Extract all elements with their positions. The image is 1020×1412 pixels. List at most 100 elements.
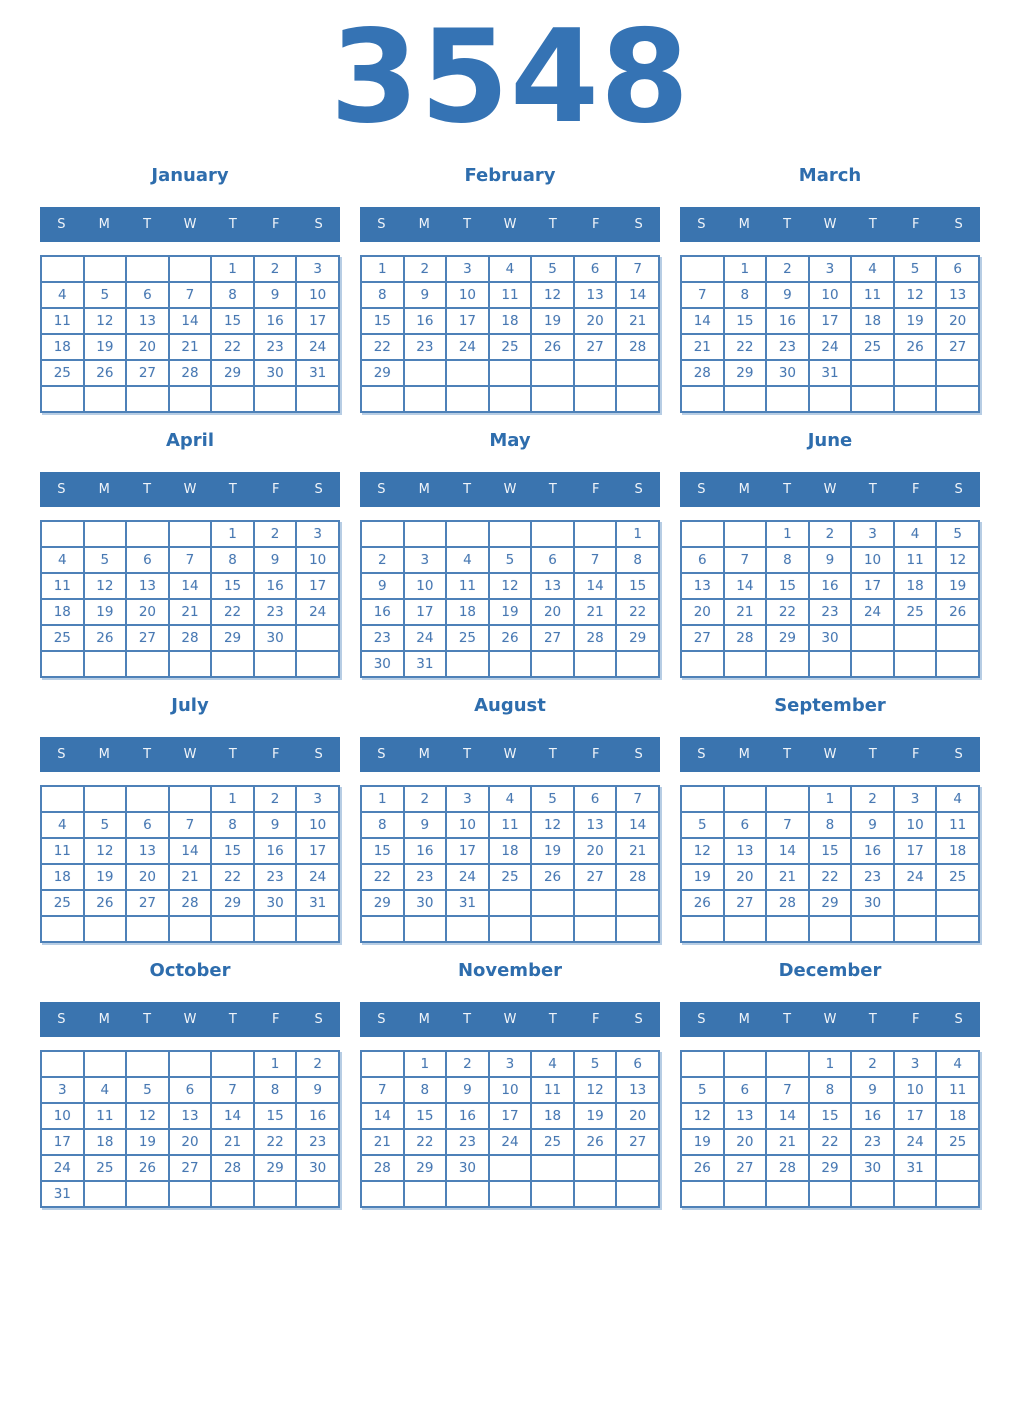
day-cell: 17 bbox=[850, 572, 895, 600]
day-cell: 16 bbox=[252, 307, 298, 335]
empty-day-cell bbox=[935, 1154, 980, 1182]
day-cell: 25 bbox=[40, 624, 85, 652]
empty-day-cell bbox=[572, 1180, 618, 1208]
day-cell: 10 bbox=[807, 281, 853, 309]
day-cell: 14 bbox=[765, 1102, 810, 1130]
week-row: 30 31 bbox=[360, 650, 660, 678]
week-row: 18 19 20 21 22 23 24 bbox=[40, 863, 340, 891]
empty-day-cell bbox=[167, 650, 213, 678]
day-cell: 30 bbox=[252, 359, 298, 387]
day-cell: 19 bbox=[82, 598, 128, 626]
empty-day-cell bbox=[765, 1050, 810, 1078]
empty-day-cell bbox=[445, 359, 490, 387]
day-cell: 11 bbox=[892, 546, 938, 574]
week-row: 20 21 22 23 24 25 26 bbox=[680, 598, 980, 626]
empty-day-cell bbox=[445, 1180, 490, 1208]
week-row: 12 13 14 15 16 17 18 bbox=[680, 1102, 980, 1130]
day-cell: 8 bbox=[210, 281, 255, 309]
day-cell: 30 bbox=[445, 1154, 490, 1182]
week-row: 21 22 23 24 25 26 27 bbox=[680, 333, 980, 361]
day-cell: 4 bbox=[445, 546, 490, 574]
day-cell: 3 bbox=[445, 255, 490, 283]
weekday-label: T bbox=[463, 482, 472, 497]
weekday-label: F bbox=[271, 482, 280, 497]
empty-day-cell bbox=[167, 1180, 213, 1208]
day-cell: 3 bbox=[807, 255, 853, 283]
empty-day-cell bbox=[892, 889, 938, 917]
week-row: 7 8 9 10 11 12 13 bbox=[680, 281, 980, 309]
weekday-label: F bbox=[271, 1012, 280, 1027]
day-cell: 4 bbox=[40, 281, 85, 309]
week-row: 17 18 19 20 21 22 23 bbox=[40, 1128, 340, 1156]
day-cell: 9 bbox=[402, 811, 448, 839]
month-title: October bbox=[149, 960, 231, 981]
day-cell: 13 bbox=[615, 1076, 660, 1104]
day-cell: 4 bbox=[892, 520, 938, 548]
day-cell: 4 bbox=[935, 785, 980, 813]
day-cell: 13 bbox=[722, 1102, 768, 1130]
day-cell: 8 bbox=[360, 811, 405, 839]
day-cell: 22 bbox=[210, 598, 255, 626]
day-cell: 28 bbox=[765, 889, 810, 917]
day-cell: 13 bbox=[572, 811, 618, 839]
day-cell: 10 bbox=[295, 281, 340, 309]
weekday-label: M bbox=[738, 1012, 750, 1027]
day-cell: 20 bbox=[125, 333, 170, 361]
weekday-label: W bbox=[183, 1012, 197, 1027]
day-cell: 3 bbox=[402, 546, 448, 574]
day-cell: 16 bbox=[445, 1102, 490, 1130]
day-cell: 19 bbox=[572, 1102, 618, 1130]
weekday-label: S bbox=[634, 747, 643, 762]
day-cell: 1 bbox=[765, 520, 810, 548]
empty-day-cell bbox=[125, 1180, 170, 1208]
day-cell: 13 bbox=[680, 572, 725, 600]
day-cell: 26 bbox=[680, 889, 725, 917]
day-cell: 7 bbox=[167, 281, 213, 309]
day-cell: 10 bbox=[402, 572, 448, 600]
day-cell: 5 bbox=[892, 255, 938, 283]
weekday-label: T bbox=[868, 1012, 877, 1027]
day-cell: 17 bbox=[402, 598, 448, 626]
day-cell: 21 bbox=[765, 1128, 810, 1156]
day-cell: 29 bbox=[765, 624, 810, 652]
day-cell: 3 bbox=[487, 1050, 533, 1078]
day-cell: 24 bbox=[295, 598, 340, 626]
empty-day-cell bbox=[572, 385, 618, 413]
empty-day-cell bbox=[935, 1180, 980, 1208]
day-cell: 5 bbox=[530, 785, 575, 813]
day-cell: 25 bbox=[487, 863, 533, 891]
weekday-label: W bbox=[183, 747, 197, 762]
day-cell: 15 bbox=[615, 572, 660, 600]
weekday-label: S bbox=[697, 747, 706, 762]
empty-day-cell bbox=[765, 650, 810, 678]
day-cell: 24 bbox=[295, 863, 340, 891]
day-cell: 12 bbox=[82, 572, 128, 600]
empty-day-cell bbox=[615, 889, 660, 917]
week-row: 27 28 29 30 bbox=[680, 624, 980, 652]
day-cell: 26 bbox=[680, 1154, 725, 1182]
week-row bbox=[40, 915, 340, 943]
day-cell: 1 bbox=[210, 255, 255, 283]
empty-day-cell bbox=[850, 915, 895, 943]
day-cell: 7 bbox=[765, 811, 810, 839]
week-row: 14 15 16 17 18 19 20 bbox=[360, 1102, 660, 1130]
week-row: 1 bbox=[360, 520, 660, 548]
day-cell: 28 bbox=[360, 1154, 405, 1182]
week-row: 4 5 6 7 8 9 10 bbox=[40, 281, 340, 309]
day-cell: 23 bbox=[445, 1128, 490, 1156]
day-cell: 30 bbox=[295, 1154, 340, 1182]
day-cell: 3 bbox=[295, 255, 340, 283]
day-cell: 15 bbox=[402, 1102, 448, 1130]
empty-day-cell bbox=[360, 520, 405, 548]
empty-day-cell bbox=[935, 359, 980, 387]
empty-day-cell bbox=[572, 1154, 618, 1182]
day-cell: 23 bbox=[402, 333, 448, 361]
empty-day-cell bbox=[892, 385, 938, 413]
day-cell: 25 bbox=[487, 333, 533, 361]
day-cell: 2 bbox=[252, 785, 298, 813]
day-cell: 21 bbox=[210, 1128, 255, 1156]
